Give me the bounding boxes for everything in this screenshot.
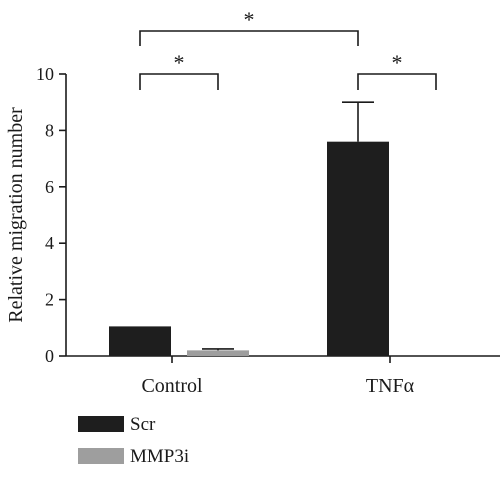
bar (109, 326, 171, 356)
significance-bracket (139, 30, 359, 46)
legend-swatch (78, 416, 124, 432)
significance-brackets: * * * (139, 7, 437, 90)
bar (187, 350, 249, 356)
y-tick-label: 10 (36, 64, 54, 84)
y-tick-label: 8 (45, 120, 54, 140)
legend-label: MMP3i (130, 446, 189, 467)
y-tick-label: 0 (45, 346, 54, 366)
y-tick-label: 6 (45, 177, 54, 197)
legend-swatch (78, 448, 124, 464)
significance-bracket (357, 73, 437, 90)
significance-star: * (174, 50, 185, 75)
significance-star: * (392, 50, 403, 75)
significance-star: * (244, 7, 255, 32)
y-tick-label: 4 (45, 233, 54, 253)
y-tick-label: 2 (45, 290, 54, 310)
bars (109, 101, 389, 356)
significance-bracket (139, 73, 219, 90)
y-axis-label: Relative migration number (5, 107, 27, 323)
x-tick-label: TNFα (366, 375, 415, 397)
legend-label: Scr (130, 414, 156, 435)
axes: 0 2 4 6 8 10 Control TNFα (36, 64, 500, 397)
bar (327, 141, 389, 356)
x-tick-label: Control (141, 375, 203, 397)
legend: Scr MMP3i (78, 414, 189, 467)
